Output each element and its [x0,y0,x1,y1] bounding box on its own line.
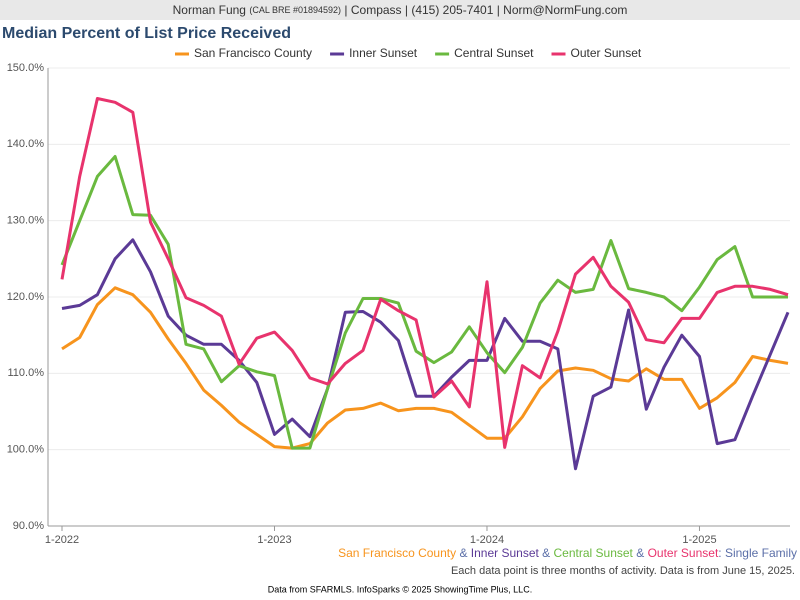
y-tick-label: 140.0% [7,138,45,150]
chart-title: Median Percent of List Price Received [2,25,291,42]
x-tick-label: 1-2022 [45,534,79,546]
caption-separator: & [456,546,471,560]
caption-suffix: : Single Family [718,546,797,560]
source: Data from SFARMLS. InfoSparks © 2025 Sho… [268,584,532,594]
x-tick-label: 1-2023 [257,534,291,546]
caption-series: Inner Sunset [471,546,540,560]
header-name: Norman Fung [173,3,246,17]
x-tick-label: 1-2024 [470,534,504,546]
footnote: Each data point is three months of activ… [451,565,795,577]
header-contact: | Compass | (415) 205-7401 | Norm@NormFu… [344,3,627,17]
series-line [60,155,788,450]
y-tick-label: 130.0% [7,215,45,227]
y-tick-label: 110.0% [8,367,45,379]
legend-label: San Francisco County [194,46,312,60]
header: Norman Fung (CAL BRE #01894592) | Compas… [173,3,628,17]
header-band [0,0,800,20]
caption-separator: & [539,546,554,560]
y-tick-label: 100.0% [7,444,45,456]
caption-separator: & [633,546,648,560]
legend-label: Outer Sunset [571,46,642,60]
legend-label: Central Sunset [454,46,534,60]
y-tick-label: 90.0% [13,520,44,532]
series-line [61,286,789,450]
caption: San Francisco County & Inner Sunset & Ce… [338,546,797,560]
caption-series: Outer Sunset [648,546,719,560]
caption-series: Central Sunset [554,546,634,560]
x-tick-label: 1-2025 [682,534,716,546]
series-line [60,97,789,449]
caption-series: San Francisco County [338,546,456,560]
header-license: (CAL BRE #01894592) [249,5,341,15]
legend-label: Inner Sunset [349,46,418,60]
y-tick-label: 150.0% [7,62,45,74]
y-tick-label: 120.0% [7,291,45,303]
